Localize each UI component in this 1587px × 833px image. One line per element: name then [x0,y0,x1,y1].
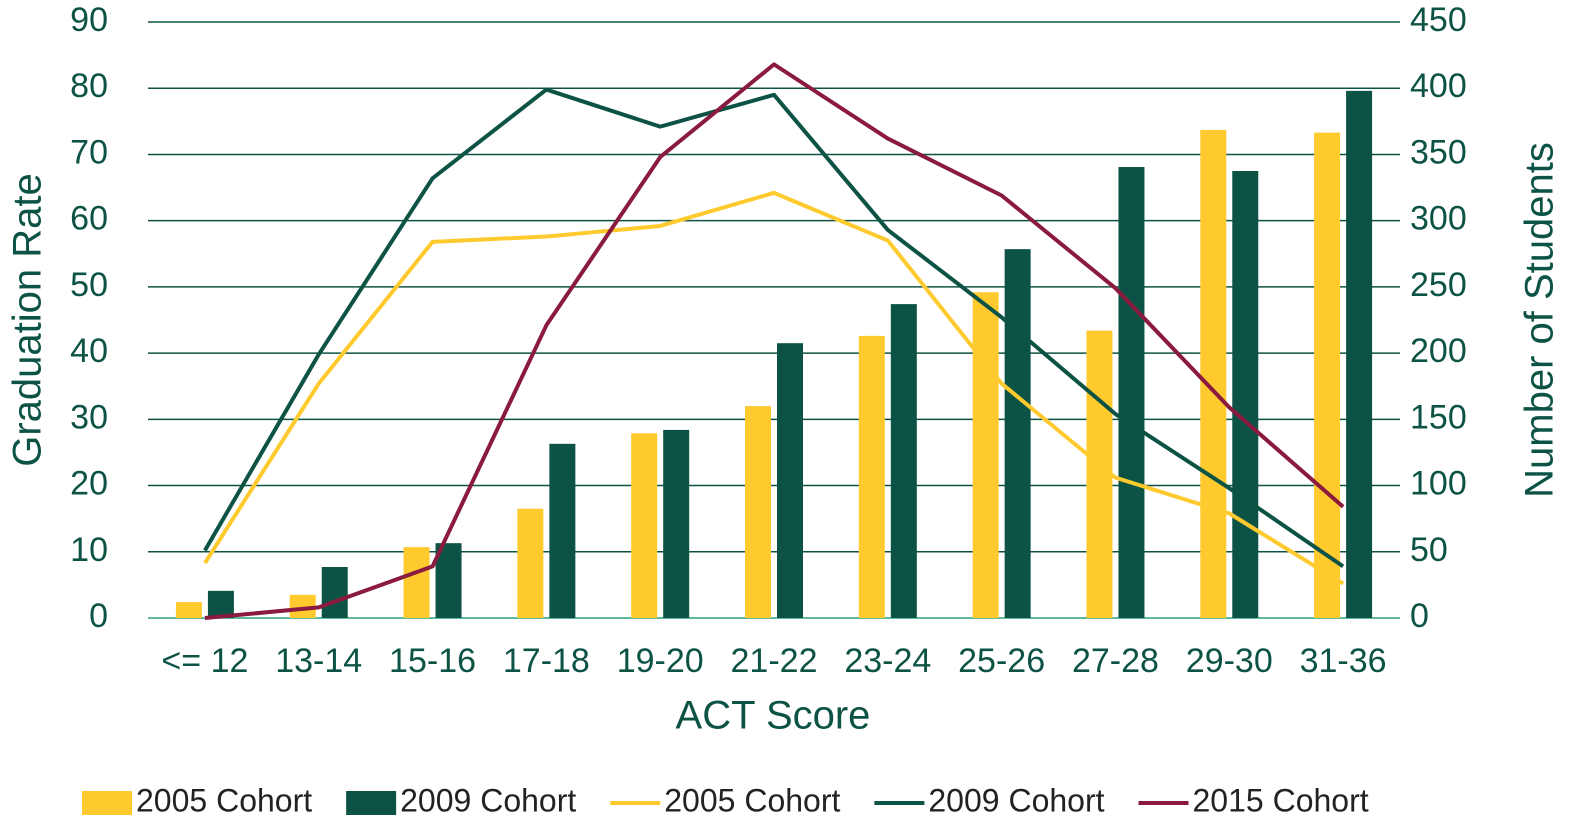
line [203,190,1345,586]
y2-tick-label: 0 [1410,597,1429,635]
x-tick-label: <= 12 [161,642,248,680]
bar [207,590,234,618]
line [203,87,1345,568]
bar [777,343,803,618]
legend-swatch [346,791,397,815]
bar [972,292,999,618]
bar [517,508,544,618]
y2-tick-label: 450 [1410,1,1467,39]
legend-label: 2015 Cohort [1193,782,1369,818]
grid [148,21,1400,619]
bar [435,543,462,618]
bar [745,406,771,618]
x-axis-title: ACT Score [676,694,871,738]
x-tick-label: 25-26 [958,642,1045,680]
y2-tick-label: 150 [1410,398,1467,436]
y2-tick-label: 300 [1410,200,1467,238]
y-tick-label: 30 [70,398,108,436]
bar [1200,129,1227,619]
x-tick-label: 31-36 [1300,642,1387,680]
x-tick-label: 21-22 [731,642,818,680]
bar [1118,167,1145,618]
bar [858,335,885,618]
bar [403,547,430,618]
x-tick-label: 19-20 [617,642,704,680]
y-tick-label: 20 [70,465,108,503]
y-tick-label: 50 [70,266,108,304]
line [204,62,1345,620]
x-tick-label: 13-14 [275,642,362,680]
bar [1004,249,1031,619]
bar [1346,90,1373,619]
legend-label: 2005 Cohort [136,782,312,818]
y-tick-label: 10 [70,531,108,569]
y-axis-title: Graduation Rate [6,173,50,467]
legend-label: 2009 Cohort [400,782,576,818]
bar [631,433,658,618]
x-tick-label: 17-18 [503,642,590,680]
y-tick-label: 60 [70,200,108,238]
legend-label: 2005 Cohort [664,782,840,818]
x-tick-label: 27-28 [1072,642,1159,680]
y-tick-label: 80 [70,67,108,105]
y-tick-label: 0 [89,597,108,635]
y-tick-label: 40 [70,332,108,370]
bar [663,429,690,618]
bar [175,602,202,618]
x-tick-label: 15-16 [389,642,476,680]
bar [549,443,576,618]
y-tick-label: 90 [70,1,108,39]
x-tick-label: 23-24 [844,642,931,680]
bar [321,567,348,618]
y2-tick-label: 400 [1410,67,1467,105]
bar [289,594,316,618]
bar [1232,171,1259,618]
y2-tick-label: 200 [1410,332,1467,370]
y-tick-label: 70 [70,133,108,171]
y2-tick-label: 50 [1410,531,1448,569]
bar [1314,132,1341,618]
bar [1086,330,1113,618]
y2-tick-label: 100 [1410,465,1467,503]
legend-swatch [82,791,132,815]
y2-tick-label: 350 [1410,133,1467,171]
legend: 2005 Cohort 2009 Cohort 2005 Cohort 2009 Co… [82,782,1369,818]
bar [890,304,917,618]
y2-axis-title: Number of Students [1518,142,1562,498]
x-tick-label: 29-30 [1186,642,1273,680]
y2-tick-label: 250 [1410,266,1467,304]
legend-label: 2009 Cohort [928,782,1104,818]
